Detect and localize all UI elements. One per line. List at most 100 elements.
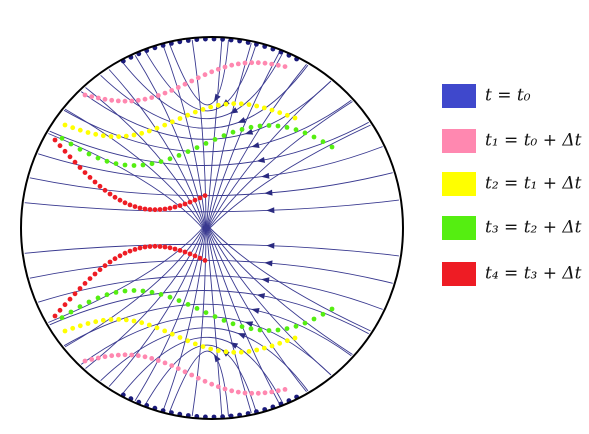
streamline <box>205 223 332 376</box>
streamline <box>205 64 307 233</box>
particle <box>277 340 283 346</box>
particle <box>104 292 110 298</box>
streamline <box>49 290 369 335</box>
arrow-head <box>251 307 260 314</box>
particle <box>238 101 244 107</box>
particle <box>172 204 178 210</box>
particle <box>176 298 182 303</box>
streamline <box>205 39 223 233</box>
particle <box>117 197 123 203</box>
particle <box>182 201 188 207</box>
particle <box>77 127 83 133</box>
particle <box>177 248 183 253</box>
particle <box>249 60 255 66</box>
particle <box>140 162 146 168</box>
particle <box>68 309 74 315</box>
particle <box>269 389 275 395</box>
particle <box>104 158 110 164</box>
arrow-head <box>264 189 273 196</box>
particle <box>266 123 272 128</box>
particle <box>154 125 160 131</box>
particle <box>115 352 121 358</box>
legend-swatch <box>442 262 476 286</box>
arrow-head <box>229 107 239 114</box>
particle <box>107 191 113 197</box>
arrow-head <box>261 277 270 284</box>
particle <box>239 126 245 132</box>
particle <box>189 78 195 84</box>
particle <box>100 133 106 139</box>
particle <box>147 207 153 212</box>
particle <box>262 390 268 396</box>
particle <box>293 323 299 329</box>
particle <box>169 88 175 93</box>
particle <box>155 358 161 363</box>
streamline <box>48 223 207 323</box>
particle <box>197 195 203 201</box>
particle <box>185 112 191 118</box>
particle <box>95 295 101 301</box>
particle <box>68 141 74 147</box>
streamline <box>38 275 383 310</box>
particle <box>82 92 88 98</box>
particle <box>202 378 208 384</box>
particle <box>149 95 155 100</box>
particle <box>167 245 173 251</box>
particle <box>86 151 92 157</box>
streamline <box>162 223 207 411</box>
particle <box>189 372 195 378</box>
particle <box>200 107 206 112</box>
particle <box>142 96 148 102</box>
particle <box>208 346 214 352</box>
particle <box>131 163 137 168</box>
particle <box>152 243 158 249</box>
particle <box>169 119 175 125</box>
particle <box>177 203 183 209</box>
particle <box>140 288 146 294</box>
particle <box>95 155 101 161</box>
particle <box>269 61 275 67</box>
particle <box>139 320 145 326</box>
streamline <box>162 45 207 233</box>
particle <box>122 162 128 168</box>
particle <box>203 310 209 315</box>
particle <box>254 347 260 353</box>
particle <box>158 292 164 297</box>
particle <box>113 290 119 295</box>
particle <box>122 200 128 206</box>
particle <box>162 360 168 366</box>
particle <box>187 251 193 257</box>
particle <box>92 271 98 277</box>
particle <box>82 281 88 286</box>
streamline <box>49 121 369 166</box>
particle <box>142 354 148 360</box>
particle <box>302 320 308 326</box>
streamlines <box>24 39 399 417</box>
streamline <box>121 336 284 404</box>
particle <box>113 161 119 167</box>
particle <box>62 302 68 308</box>
particle <box>177 116 183 121</box>
particle <box>257 327 263 333</box>
particle <box>147 244 153 249</box>
particle <box>185 338 191 344</box>
particle <box>87 175 93 180</box>
particle <box>123 317 129 323</box>
particle <box>102 263 108 269</box>
legend-label: t₁ = t₀ + Δt <box>485 131 582 151</box>
particle <box>89 357 95 362</box>
particle <box>131 132 137 138</box>
particle <box>275 327 281 333</box>
particle <box>269 343 275 349</box>
particle <box>169 331 175 337</box>
particle <box>192 253 198 259</box>
particle <box>102 187 108 193</box>
particle <box>262 60 268 66</box>
particle <box>127 202 133 208</box>
arrow-head <box>237 117 247 123</box>
streamline <box>205 223 281 405</box>
particle <box>192 341 198 347</box>
particle <box>242 60 248 66</box>
streamline <box>64 108 207 233</box>
particle <box>167 294 173 300</box>
